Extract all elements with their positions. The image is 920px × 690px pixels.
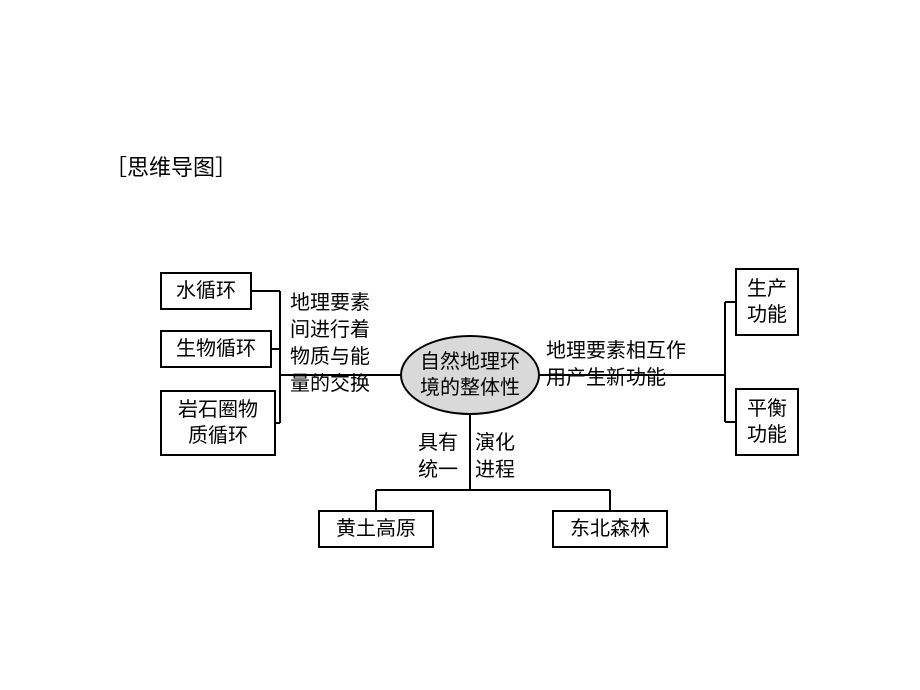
node-label: 生产功能 (747, 276, 787, 328)
node-rock-cycle: 岩石圈物质循环 (160, 390, 276, 456)
node-bio-cycle: 生物循环 (160, 330, 272, 368)
center-node-label: 自然地理环境的整体性 (420, 349, 520, 401)
edge-label-left: 地理要素间进行着物质与能量的交换 (290, 290, 370, 398)
node-label: 水循环 (176, 278, 236, 304)
node-label: 平衡功能 (747, 396, 787, 448)
node-label: 黄土高原 (336, 516, 416, 542)
center-node: 自然地理环境的整体性 (400, 335, 540, 415)
node-loess-plateau: 黄土高原 (318, 510, 434, 548)
node-label: 生物循环 (176, 336, 256, 362)
node-balance-function: 平衡功能 (735, 388, 799, 456)
node-water-cycle: 水循环 (160, 272, 252, 310)
edge-label-bottom-left: 具有统一 (418, 430, 458, 484)
node-label: 岩石圈物质循环 (178, 397, 258, 449)
node-production-function: 生产功能 (735, 268, 799, 336)
page-title: ［思维导图］ (105, 150, 237, 182)
edge-label-bottom-right: 演化进程 (475, 430, 515, 484)
node-northeast-forest: 东北森林 (552, 510, 668, 548)
edge-label-right: 地理要素相互作用产生新功能 (546, 338, 686, 392)
node-label: 东北森林 (570, 516, 650, 542)
